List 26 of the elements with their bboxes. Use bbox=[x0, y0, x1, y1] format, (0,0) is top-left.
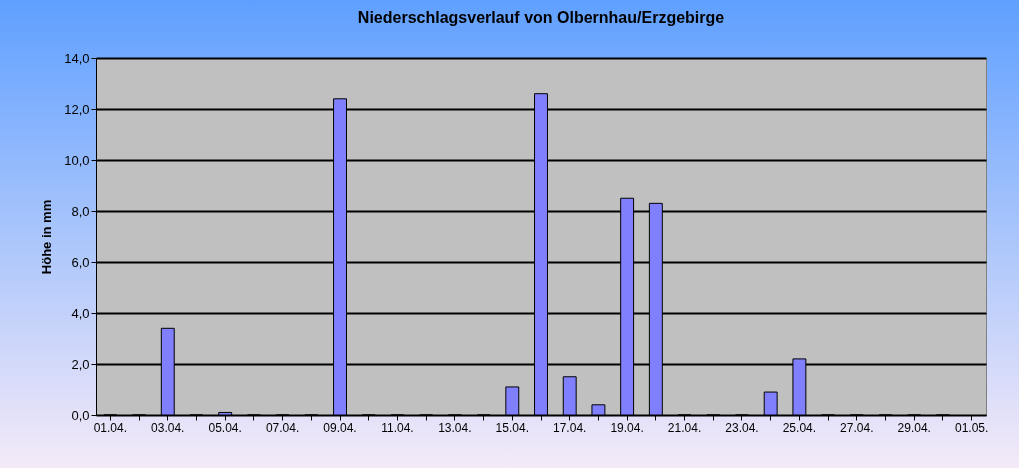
x-tick-label: 17.04. bbox=[553, 420, 587, 435]
y-tick-label: 12,0 bbox=[64, 101, 90, 117]
y-tick-label: 4,0 bbox=[71, 305, 90, 321]
x-tick-label: 05.04. bbox=[208, 420, 242, 435]
y-tick-label: 14,0 bbox=[64, 50, 90, 66]
x-tick-label: 27.04. bbox=[840, 420, 874, 435]
y-tick-label: 10,0 bbox=[64, 152, 90, 168]
x-tick-label: 29.04. bbox=[897, 420, 931, 435]
x-tick-label: 01.04. bbox=[93, 420, 128, 435]
x-tick-label: 23.04. bbox=[725, 420, 759, 435]
y-tick-label: 0,0 bbox=[71, 407, 90, 423]
x-tick-label: 01.05. bbox=[954, 420, 989, 435]
x-tick-label: 13.04. bbox=[438, 420, 472, 435]
x-tick-label: 07.04. bbox=[265, 420, 300, 435]
x-tick-label: 03.04. bbox=[151, 420, 185, 435]
y-tick-label: 2,0 bbox=[71, 356, 90, 372]
chart-title: Niederschlagsverlauf von Olbernhau/Erzgebirge bbox=[357, 9, 725, 26]
y-tick-label: 8,0 bbox=[71, 203, 90, 219]
x-tick-label: 25.04. bbox=[782, 420, 817, 435]
x-tick-label: 11.04. bbox=[381, 420, 414, 435]
x-tick-label: 09.04. bbox=[323, 420, 357, 435]
y-axis-title: Höhe in mm bbox=[39, 199, 55, 275]
y-tick-label: 6,0 bbox=[71, 254, 90, 270]
x-tick-label: 19.04. bbox=[610, 420, 644, 435]
x-tick-label: 15.04. bbox=[495, 420, 529, 435]
x-tick-label: 21.04. bbox=[667, 420, 702, 435]
